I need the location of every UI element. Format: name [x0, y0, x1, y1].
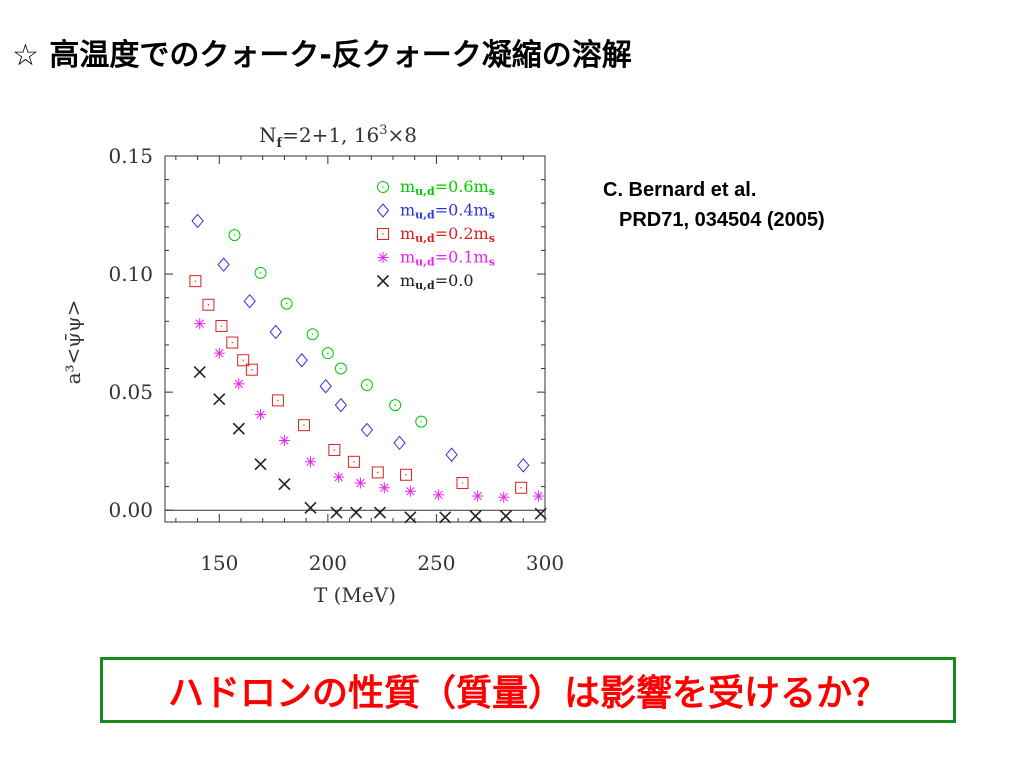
data-point [360, 379, 373, 392]
data-point [278, 478, 291, 491]
legend-label: mu,d=0.4ms [400, 201, 495, 222]
data-point [360, 422, 374, 438]
data-point [233, 378, 245, 390]
data-point [404, 485, 416, 497]
data-point [328, 443, 341, 456]
data-point [232, 422, 245, 435]
data-point [334, 362, 347, 375]
y-tick-label: 0.00 [108, 498, 153, 522]
data-point [534, 507, 547, 520]
legend-marker [377, 181, 389, 193]
question-text: ハドロンの性質（質量）は影響を受けるか？ [167, 673, 888, 714]
legend-label: mu,d=0.1ms [400, 248, 495, 269]
data-point [517, 458, 530, 473]
data-point [271, 394, 284, 407]
data-point [404, 511, 417, 524]
citation-authors: C. Bernard et al. [603, 179, 757, 201]
data-point [254, 266, 267, 279]
data-point [515, 481, 528, 494]
data-point [226, 336, 239, 349]
x-tick-label: 150 [200, 551, 238, 575]
data-point [255, 409, 267, 421]
data-point [469, 510, 482, 523]
data-point [499, 510, 512, 523]
data-point [304, 456, 316, 468]
data-point [330, 506, 343, 519]
data-point [456, 477, 469, 490]
data-marks [189, 213, 547, 524]
data-point [215, 320, 228, 333]
data-point [433, 489, 445, 501]
data-point [371, 466, 384, 479]
slide-title: ☆ 高温度でのクォーク-反クォーク凝縮の溶解 [12, 38, 632, 73]
data-point [297, 419, 310, 432]
data-point [269, 324, 282, 340]
x-tick-label: 300 [526, 551, 564, 575]
data-point [373, 506, 387, 519]
data-point [532, 490, 544, 502]
legend-marker [377, 252, 389, 263]
data-point [321, 347, 334, 360]
data-point [213, 393, 226, 406]
data-point [354, 477, 366, 489]
data-point [243, 293, 256, 309]
plot-frame [164, 155, 546, 523]
legend-marker [376, 274, 390, 288]
citation: C. Bernard et al. PRD71, 034504 (2005) [603, 175, 825, 235]
y-tick-label: 0.10 [108, 262, 153, 286]
chart-title-n: N [259, 123, 277, 147]
data-point [439, 511, 452, 524]
data-point [347, 455, 360, 468]
axis-ticks: 150 200 250 300 0.00 0.05 0.10 0.15 [108, 144, 564, 575]
y-tick-label: 0.15 [108, 144, 153, 168]
data-point [333, 471, 345, 483]
data-point [389, 399, 402, 412]
legend-marker [376, 203, 390, 218]
data-point [472, 490, 484, 502]
data-point [334, 397, 348, 413]
data-point [304, 501, 317, 514]
data-point [213, 347, 225, 359]
data-point [393, 435, 406, 451]
data-point [415, 415, 428, 428]
data-point [350, 506, 363, 519]
data-point [254, 458, 267, 471]
chart-title-mid: =2+1, 16 [282, 123, 379, 147]
data-point [237, 354, 250, 367]
y-tick-label: 0.05 [108, 380, 153, 404]
data-point [245, 363, 258, 376]
question-box: ハドロンの性質（質量）は影響を受けるか？ [100, 657, 956, 723]
x-tick-label: 200 [309, 551, 347, 575]
legend-label: mu,d=0.6ms [400, 177, 495, 198]
data-point [306, 328, 319, 341]
chart-title-end: ×8 [388, 123, 417, 147]
x-axis-label: T (MeV) [314, 583, 396, 607]
data-point [194, 318, 206, 330]
chart-title-sup: 3 [379, 123, 387, 138]
x-tick-label: 250 [417, 551, 455, 575]
data-point [217, 257, 230, 272]
data-point [400, 468, 413, 481]
citation-reference: PRD71, 034504 (2005) [619, 209, 825, 231]
data-point [445, 447, 458, 462]
data-point [202, 298, 215, 311]
data-point [191, 213, 204, 229]
data-point [278, 435, 290, 447]
legend-marker [377, 228, 389, 240]
legend-label: mu,d=0.2ms [400, 224, 495, 245]
data-point [228, 229, 241, 242]
data-point [280, 297, 293, 310]
data-point [498, 491, 510, 503]
chart-title-sub: f [277, 136, 284, 151]
chart-title: Nf=2+1, 163×8 [259, 123, 417, 151]
data-point [189, 275, 202, 288]
legend-label: mu,d=0.0 [400, 271, 474, 292]
y-axis-label: a³<ψ̄ψ> [61, 300, 85, 385]
data-point [193, 365, 206, 379]
data-point [378, 482, 390, 494]
data-point [319, 378, 332, 394]
data-point [295, 352, 308, 368]
